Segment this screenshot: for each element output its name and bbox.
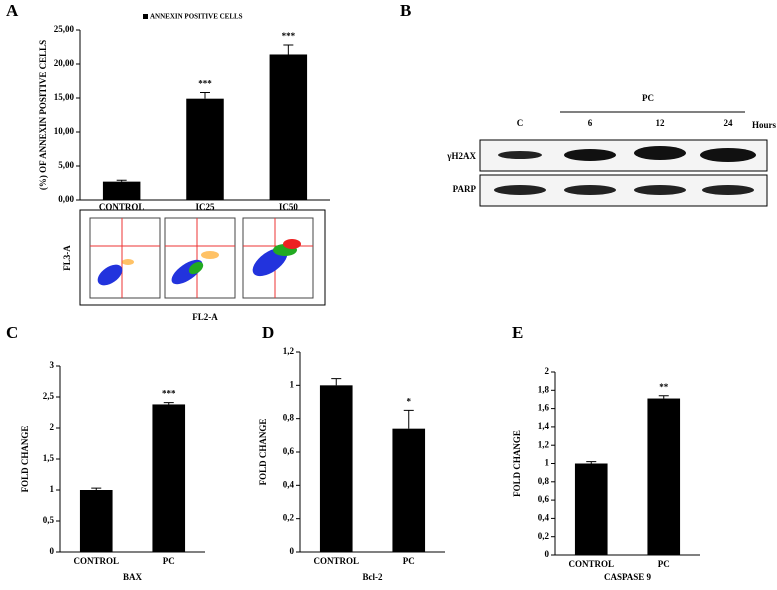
x-tick-label: CONTROL (99, 202, 145, 212)
y-tick-label: 2 (50, 422, 55, 432)
y-tick-label: 1 (290, 379, 295, 389)
flow-plot (164, 217, 236, 299)
bar (102, 181, 141, 200)
y-tick-label: 1,5 (43, 453, 55, 463)
error-bar (403, 409, 414, 429)
y-tick-label: 0,8 (283, 413, 295, 423)
panel-letter: B (400, 1, 411, 20)
y-tick-label: 0,6 (283, 446, 295, 456)
western-blot: PC C 6 12 24 Hours γH2AX PARP (446, 93, 777, 207)
x-tick-label: IC25 (195, 202, 215, 212)
flow-plot (242, 217, 314, 299)
y-tick-label: 0 (50, 546, 55, 556)
blot-group-label: PC (642, 93, 654, 103)
y-axis-label: FOLD CHANGE (258, 419, 268, 486)
error-bar (658, 395, 669, 399)
significance-label: *** (282, 31, 296, 41)
y-axis-label: FOLD CHANGE (20, 426, 30, 493)
x-tick-label: CONTROL (313, 556, 359, 566)
lane-label: 6 (588, 118, 593, 128)
y-tick-label: 3 (50, 360, 55, 370)
bar (392, 428, 426, 552)
x-axis-label: BAX (123, 572, 143, 582)
panel-letter: C (6, 323, 18, 342)
y-tick-label: 25,00 (54, 24, 75, 34)
y-tick-label: 0,4 (538, 512, 550, 522)
significance-label: *** (162, 389, 176, 399)
y-tick-label: 1,2 (538, 439, 550, 449)
chart-title: ANNEXIN POSITIVE CELLS (150, 13, 243, 21)
x-tick-label: PC (658, 559, 670, 569)
y-tick-label: 20,00 (54, 58, 75, 68)
error-bar (586, 461, 597, 464)
y-tick-label: 10,00 (54, 126, 75, 136)
error-bar (283, 44, 294, 55)
bar (186, 98, 224, 200)
panel-letter: D (262, 323, 274, 342)
panel-letter: A (6, 1, 19, 20)
significance-label: ** (659, 382, 669, 392)
x-tick-label: CONTROL (568, 559, 614, 569)
x-tick-label: CONTROL (73, 556, 119, 566)
error-bar (91, 487, 102, 490)
lane-label: 12 (656, 118, 666, 128)
y-tick-label: 0,8 (538, 476, 550, 486)
legend-marker (143, 14, 148, 19)
bar (152, 404, 186, 552)
lane-unit: Hours (752, 120, 777, 130)
error-bar (163, 402, 174, 405)
x-axis-label: CASPASE 9 (604, 572, 652, 582)
error-bar (116, 179, 127, 182)
flow-panel: FL3-A FL2-A (62, 209, 326, 322)
panel-letter: E (512, 323, 523, 342)
y-tick-label: 0 (545, 549, 550, 559)
x-tick-label: PC (403, 556, 415, 566)
bar (79, 490, 113, 552)
y-tick-label: 0 (290, 546, 295, 556)
y-tick-label: 1,8 (538, 384, 550, 394)
x-tick-label: IC50 (279, 202, 299, 212)
bar (319, 385, 353, 552)
x-axis-label: Bcl-2 (363, 572, 383, 582)
flow-y-label: FL3-A (62, 245, 72, 271)
flow-x-label: FL2-A (192, 312, 218, 322)
y-axis-label: (%) OF ANNEXIN POSITIVE CELLS (38, 40, 48, 190)
error-bar (200, 92, 210, 99)
y-tick-label: 0,2 (283, 513, 295, 523)
y-tick-label: 2,5 (43, 391, 55, 401)
y-tick-label: 0,4 (283, 479, 295, 489)
significance-label: * (407, 396, 412, 406)
bar (647, 398, 681, 555)
bar (574, 463, 608, 555)
error-bar (331, 378, 342, 386)
y-tick-label: 2 (545, 366, 550, 376)
x-tick-label: PC (163, 556, 175, 566)
y-tick-label: 0,2 (538, 531, 550, 541)
bar (269, 54, 308, 201)
y-tick-label: 1 (50, 484, 55, 494)
y-tick-label: 1,2 (283, 346, 295, 356)
y-tick-label: 1 (545, 458, 550, 468)
y-tick-label: 5,00 (58, 160, 74, 170)
y-tick-label: 1,4 (538, 421, 550, 431)
row-label: PARP (453, 184, 477, 194)
flow-frame (79, 209, 326, 306)
y-tick-label: 0,5 (43, 515, 55, 525)
flow-plot (89, 217, 161, 299)
lane-label: 24 (724, 118, 734, 128)
row-label: γH2AX (446, 151, 476, 161)
significance-label: *** (198, 79, 212, 89)
y-tick-label: 15,00 (54, 92, 75, 102)
lane-label: C (517, 118, 524, 128)
y-tick-label: 0,6 (538, 494, 550, 504)
y-tick-label: 0,00 (58, 194, 74, 204)
y-axis-label: FOLD CHANGE (512, 430, 522, 497)
y-tick-label: 1,6 (538, 403, 550, 413)
